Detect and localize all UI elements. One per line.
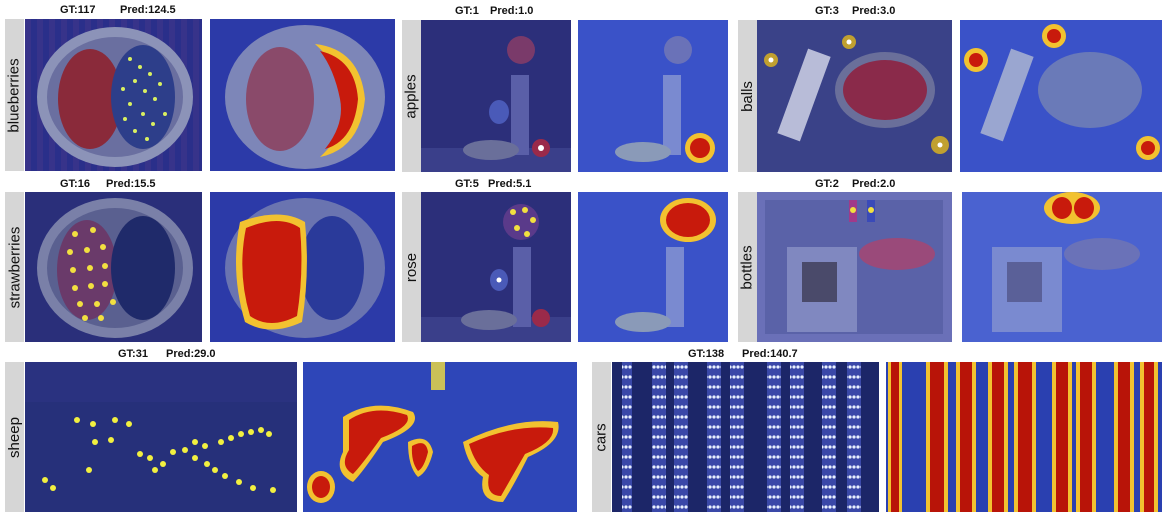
pred-label: Pred:140.7 — [742, 348, 798, 360]
gt-label: GT:3 — [815, 5, 839, 17]
category-label-bar: balls — [738, 20, 757, 172]
density-map-image — [25, 19, 202, 171]
gt-label: GT:31 — [118, 348, 148, 360]
category-label-bar: cars — [592, 362, 611, 512]
category-label: cars — [593, 422, 610, 452]
gt-label: GT:117 — [60, 4, 96, 16]
gt-label: GT:1 — [455, 5, 479, 17]
category-label: rose — [403, 252, 420, 282]
density-map-image — [757, 192, 952, 342]
heatmap-image — [210, 192, 395, 342]
heatmap-image — [578, 20, 728, 172]
density-map-image — [25, 192, 202, 342]
category-label-bar: bottles — [738, 192, 757, 342]
category-label: sheep — [6, 416, 23, 458]
gt-label: GT:138 — [688, 348, 725, 360]
category-label-bar: strawberries — [5, 192, 24, 342]
category-label: bottles — [739, 244, 757, 290]
gt-label: GT:5 — [455, 178, 479, 190]
category-label: apples — [403, 73, 421, 119]
category-label: balls — [739, 80, 757, 112]
gt-label: GT:2 — [815, 178, 839, 190]
heatmap-image — [886, 362, 1162, 512]
heatmap-image — [210, 19, 395, 171]
pred-label: Pred:15.5 — [106, 178, 156, 190]
pred-label: Pred:1.0 — [490, 5, 534, 17]
pred-label: Pred:3.0 — [852, 5, 896, 17]
category-label-bar: sheep — [5, 362, 24, 512]
category-label: strawberries — [6, 226, 23, 308]
pred-label: Pred:124.5 — [120, 4, 176, 16]
density-map-image — [25, 362, 297, 512]
category-label-bar: rose — [402, 192, 421, 342]
category-label: blueberries — [6, 57, 23, 133]
gt-label: GT:16 — [60, 178, 90, 190]
heatmap-image — [303, 362, 577, 512]
pred-label: Pred:5.1 — [488, 178, 532, 190]
heatmap-image — [578, 192, 728, 342]
density-map-image — [421, 20, 571, 172]
density-map-image — [421, 192, 571, 342]
category-label-bar: apples — [402, 20, 421, 172]
heatmap-image — [960, 20, 1162, 172]
heatmap-image — [962, 192, 1162, 342]
pred-label: Pred:29.0 — [166, 348, 216, 360]
density-map-image — [757, 20, 952, 172]
pred-label: Pred:2.0 — [852, 178, 896, 190]
category-label-bar: blueberries — [5, 19, 24, 171]
density-map-image — [612, 362, 879, 512]
